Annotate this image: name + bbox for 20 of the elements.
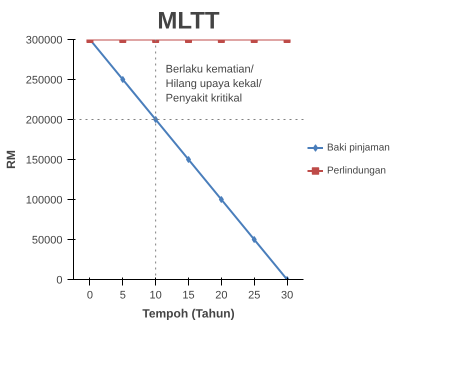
x-tick-label: 15 <box>182 290 195 302</box>
x-tick-label: 5 <box>120 290 126 302</box>
legend-label: Baki pinjaman <box>327 142 390 153</box>
x-axis-title: Tempoh (Tahun) <box>142 306 235 320</box>
y-tick-label: 150000 <box>26 154 63 166</box>
y-tick-label: 300000 <box>26 34 63 46</box>
legend-label: Perlindungan <box>327 165 386 176</box>
x-tick-label: 20 <box>215 290 228 302</box>
y-axis-title: RM <box>4 150 18 169</box>
y-tick-label: 200000 <box>26 114 63 126</box>
y-tick-label: 250000 <box>26 74 63 86</box>
x-tick-label: 0 <box>86 290 93 302</box>
x-tick-label: 10 <box>150 290 162 302</box>
y-tick-label: 100000 <box>26 194 63 206</box>
annotation: Berlaku kematian/ Hilang upaya kekal/ Penyakit kritikal <box>166 64 263 104</box>
y-tick-label: 50000 <box>32 234 63 246</box>
x-tick-label: 25 <box>248 290 260 302</box>
x-tick-label: 30 <box>280 290 294 302</box>
chart-title: MLTT <box>157 8 220 34</box>
y-tick-label: 0 <box>56 274 63 286</box>
